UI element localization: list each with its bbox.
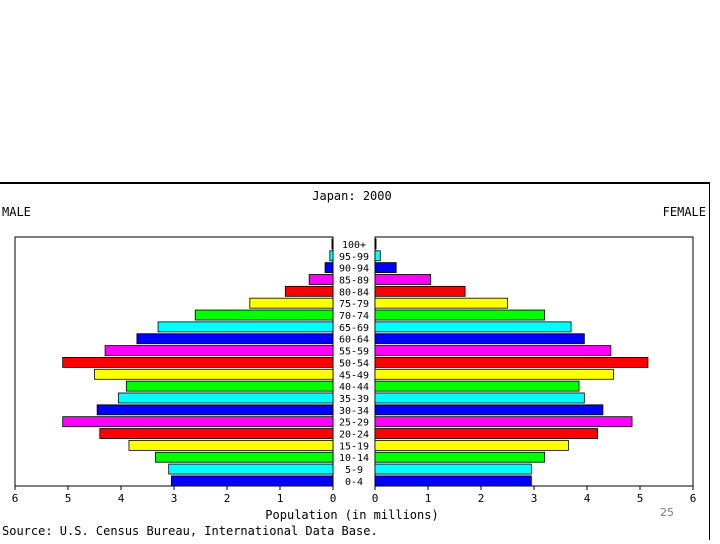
female-bar-20-24 — [374, 428, 599, 439]
male-bar-35-39 — [117, 392, 334, 404]
chart-title: Japan: 2000 — [312, 189, 391, 203]
male-bar-80-84 — [284, 285, 334, 297]
male-bars — [62, 238, 334, 487]
male-bar-40-44 — [125, 380, 334, 392]
x-tick-label: 1 — [277, 492, 284, 505]
x-tick-label: 2 — [224, 492, 231, 505]
female-bar-10-14 — [374, 451, 546, 463]
female-bar-50-54 — [374, 357, 649, 368]
male-bar-25-29 — [62, 416, 334, 428]
age-label-60-64: 60-64 — [339, 335, 369, 346]
x-tick-label: 3 — [171, 492, 178, 505]
x-tick-label: 5 — [637, 492, 644, 505]
x-tick-label: 0 — [372, 492, 379, 505]
male-bar-60-64 — [136, 333, 334, 345]
female-bar-80-84 — [374, 285, 466, 297]
x-tick-label: 4 — [584, 492, 591, 505]
male-bar-70-74 — [194, 309, 334, 321]
male-bar-30-34 — [96, 404, 334, 416]
female-bar-5-9 — [374, 463, 532, 475]
age-label-65-69: 65-69 — [339, 323, 369, 334]
x-tick-label: 1 — [425, 492, 432, 505]
age-label-45-49: 45-49 — [339, 370, 369, 381]
age-label-25-29: 25-29 — [339, 418, 369, 429]
age-label-5-9: 5-9 — [345, 465, 363, 476]
female-bar-90-94 — [374, 262, 397, 274]
x-tick-label: 2 — [478, 492, 485, 505]
male-bar-75-79 — [249, 297, 334, 309]
male-bar-15-19 — [128, 439, 334, 451]
female-bar-95-99 — [374, 250, 381, 262]
male-bar-65-69 — [157, 321, 334, 333]
x-tick-label: 6 — [12, 492, 19, 505]
age-label-0-4: 0-4 — [345, 477, 363, 488]
male-bar-45-49 — [94, 368, 334, 380]
source-note: Source: U.S. Census Bureau, Internationa… — [2, 524, 378, 538]
female-bar-60-64 — [374, 333, 585, 345]
x-tick-label: 6 — [690, 492, 697, 505]
male-label: MALE — [2, 205, 31, 219]
male-bar-20-24 — [99, 428, 334, 439]
age-label-85-89: 85-89 — [339, 275, 369, 286]
age-group-labels: 100+95-9990-9485-8980-8475-7970-7465-696… — [339, 240, 369, 488]
female-bar-0-4 — [374, 475, 532, 487]
female-bar-55-59 — [374, 345, 612, 356]
female-bars — [374, 238, 649, 487]
female-bar-35-39 — [374, 392, 585, 404]
age-label-20-24: 20-24 — [339, 430, 369, 441]
age-label-100+: 100+ — [342, 240, 366, 251]
x-tick-label: 3 — [531, 492, 538, 505]
male-bar-10-14 — [155, 451, 334, 463]
age-label-80-84: 80-84 — [339, 287, 369, 298]
male-bar-55-59 — [104, 345, 334, 356]
age-label-50-54: 50-54 — [339, 358, 369, 369]
male-bar-85-89 — [308, 274, 334, 285]
male-bar-100+ — [331, 238, 334, 250]
male-bar-50-54 — [62, 357, 334, 368]
male-bar-90-94 — [324, 262, 334, 274]
female-bar-70-74 — [374, 309, 546, 321]
female-bar-40-44 — [374, 380, 580, 392]
age-label-35-39: 35-39 — [339, 394, 369, 405]
x-axis-ticks: 6 5 4 3 2 1 0 0 1 2 3 4 5 6 — [12, 486, 697, 505]
age-label-40-44: 40-44 — [339, 382, 369, 393]
age-label-30-34: 30-34 — [339, 406, 369, 417]
age-label-95-99: 95-99 — [339, 252, 369, 263]
age-label-15-19: 15-19 — [339, 441, 369, 452]
x-tick-label: 5 — [65, 492, 72, 505]
male-bar-0-4 — [170, 475, 334, 487]
female-bar-100+ — [374, 238, 377, 250]
female-bar-85-89 — [374, 274, 432, 285]
female-bar-25-29 — [374, 416, 633, 428]
female-bar-45-49 — [374, 368, 614, 380]
age-label-70-74: 70-74 — [339, 311, 369, 322]
population-pyramid-chart: Japan: 2000 MALE FEMALE 100+95-9990-9485… — [2, 189, 706, 538]
female-bar-15-19 — [374, 439, 569, 451]
male-bar-5-9 — [168, 463, 334, 475]
slide-number: 25 — [660, 506, 674, 519]
female-bar-65-69 — [374, 321, 572, 333]
x-tick-label: 4 — [118, 492, 125, 505]
male-bar-95-99 — [329, 250, 334, 262]
x-tick-label: 0 — [330, 492, 337, 505]
age-label-75-79: 75-79 — [339, 299, 369, 310]
age-label-10-14: 10-14 — [339, 453, 369, 464]
chart-frame: Japan: 2000 MALE FEMALE 100+ 95-99 90-94 85… — [0, 182, 710, 540]
female-bar-30-34 — [374, 404, 604, 416]
female-bar-75-79 — [374, 297, 508, 309]
x-axis-label: Population (in millions) — [265, 508, 438, 522]
age-label-90-94: 90-94 — [339, 264, 369, 275]
female-label: FEMALE — [663, 205, 706, 219]
age-label-55-59: 55-59 — [339, 347, 369, 358]
